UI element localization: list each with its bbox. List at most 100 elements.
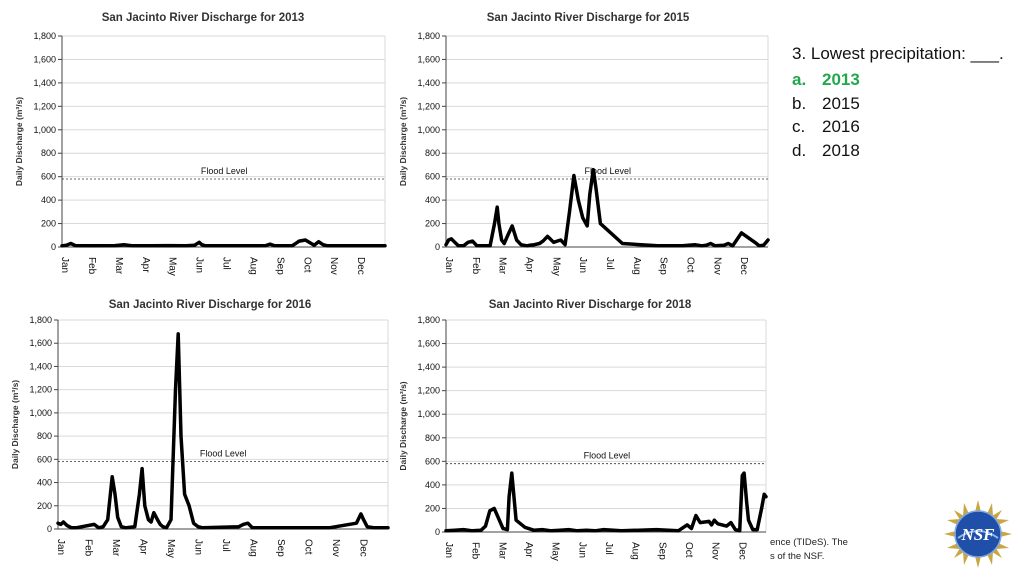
option-letter: c. <box>792 117 806 136</box>
month-label: Nov <box>710 542 721 560</box>
chart-title: San Jacinto River Discharge for 2015 <box>487 12 690 24</box>
option-c[interactable]: c. 2016 <box>792 115 1004 139</box>
month-label: Aug <box>247 257 258 275</box>
month-label: Sep <box>656 542 667 560</box>
month-label: May <box>550 542 561 561</box>
footer-line-1: ence (TIDeS). The <box>770 537 848 548</box>
month-label: Sep <box>658 257 669 275</box>
y-tick-label: 800 <box>41 148 56 158</box>
option-letter: a. <box>792 70 807 89</box>
y-tick-label: 400 <box>425 480 440 490</box>
y-tick-label: 0 <box>435 242 440 252</box>
month-label: Jan <box>443 542 454 558</box>
y-tick-label: 1,000 <box>417 409 440 419</box>
y-tick-label: 1,600 <box>417 54 440 64</box>
option-a[interactable]: a. 2013 <box>792 68 1004 92</box>
y-tick-label: 0 <box>51 242 56 252</box>
y-tick-label: 1,400 <box>33 78 56 88</box>
month-label: Jul <box>603 542 614 555</box>
footer-line-2: s of the NSF. <box>770 551 825 562</box>
y-tick-label: 0 <box>47 524 52 534</box>
option-letter: b. <box>792 93 807 113</box>
month-label: Apr <box>523 542 534 558</box>
month-label: Mar <box>497 257 508 275</box>
y-tick-label: 800 <box>425 148 440 158</box>
y-tick-label: 1,800 <box>29 315 52 325</box>
month-label: Apr <box>140 257 151 273</box>
y-tick-label: 1,200 <box>33 101 56 111</box>
month-label: Jan <box>55 539 66 555</box>
chart-1: San Jacinto River Discharge for 2013 0 200… <box>14 12 387 276</box>
y-tick-label: 600 <box>41 172 56 182</box>
option-b[interactable]: b. 2015 <box>792 92 1004 116</box>
y-tick-label: 1,400 <box>29 361 52 371</box>
chart-title: San Jacinto River Discharge for 2013 <box>102 12 305 24</box>
y-tick-label: 1,600 <box>29 338 52 348</box>
month-label: Feb <box>470 257 481 275</box>
month-label: Dec <box>355 257 366 275</box>
y-tick-label: 1,800 <box>417 315 440 325</box>
question-text: 3. Lowest precipitation: ___. <box>792 44 1004 63</box>
flood-level-label: Flood Level <box>584 451 631 461</box>
discharge-series-line <box>56 332 390 530</box>
month-label: Dec <box>358 539 369 557</box>
month-label: May <box>167 257 178 276</box>
y-tick-label: 1,400 <box>417 362 440 372</box>
month-label: Jun <box>576 542 587 558</box>
y-axis-label: Daily Discharge (m³/s) <box>398 381 408 470</box>
y-axis-label: Daily Discharge (m³/s) <box>14 97 24 186</box>
month-label: May <box>550 257 561 276</box>
month-label: Oct <box>301 257 312 273</box>
month-label: Sep <box>274 257 285 275</box>
option-letter: d. <box>792 140 807 160</box>
month-label: Apr <box>138 539 149 555</box>
nsf-logo-icon: NSF <box>944 500 1012 568</box>
y-tick-label: 800 <box>425 433 440 443</box>
month-label: Jan <box>59 257 70 273</box>
y-tick-label: 1,000 <box>417 125 440 135</box>
y-axis-label: Daily Discharge (m³/s) <box>398 97 408 186</box>
discharge-series-line <box>60 238 387 248</box>
question-block: 3. Lowest precipitation: ___. a. 2013 b.… <box>792 44 1004 162</box>
svg-text:NSF: NSF <box>960 525 995 544</box>
y-tick-label: 1,200 <box>417 101 440 111</box>
y-tick-label: 200 <box>37 501 52 511</box>
month-label: Oct <box>683 542 694 558</box>
month-label: Oct <box>685 257 696 273</box>
y-tick-label: 1,800 <box>417 31 440 41</box>
month-label: Nov <box>330 539 341 557</box>
month-label: Mar <box>110 539 121 557</box>
chart-2: San Jacinto River Discharge for 2015 0 200… <box>398 12 770 276</box>
month-label: Dec <box>738 257 749 275</box>
chart-title: San Jacinto River Discharge for 2018 <box>489 299 692 311</box>
month-label: Apr <box>524 257 535 273</box>
month-label: Aug <box>630 542 641 560</box>
y-tick-label: 1,200 <box>417 386 440 396</box>
chart-4: San Jacinto River Discharge for 2018 0 200… <box>398 299 768 561</box>
month-label: Nov <box>711 257 722 275</box>
month-label: Jul <box>220 539 231 552</box>
y-tick-label: 600 <box>37 454 52 464</box>
option-label: 2016 <box>822 117 860 136</box>
y-tick-label: 1,800 <box>33 31 56 41</box>
y-tick-label: 200 <box>41 219 56 229</box>
y-tick-label: 600 <box>425 456 440 466</box>
chart-title: San Jacinto River Discharge for 2016 <box>109 299 312 311</box>
option-label: 2013 <box>822 70 860 89</box>
month-label: Mar <box>496 542 507 560</box>
month-label: Dec <box>736 542 747 560</box>
y-tick-label: 200 <box>425 503 440 513</box>
option-label: 2018 <box>822 140 860 160</box>
month-label: Jul <box>221 257 232 270</box>
y-tick-label: 200 <box>425 219 440 229</box>
discharge-series-line <box>444 167 770 248</box>
y-tick-label: 1,400 <box>417 78 440 88</box>
month-label: Jan <box>443 257 454 273</box>
flood-level-label: Flood Level <box>584 166 631 176</box>
y-tick-label: 800 <box>37 431 52 441</box>
option-d[interactable]: d. 2018 <box>792 139 1004 163</box>
y-tick-label: 1,000 <box>29 408 52 418</box>
month-label: Jul <box>604 257 615 270</box>
month-label: Jun <box>194 257 205 273</box>
month-label: Oct <box>303 539 314 555</box>
